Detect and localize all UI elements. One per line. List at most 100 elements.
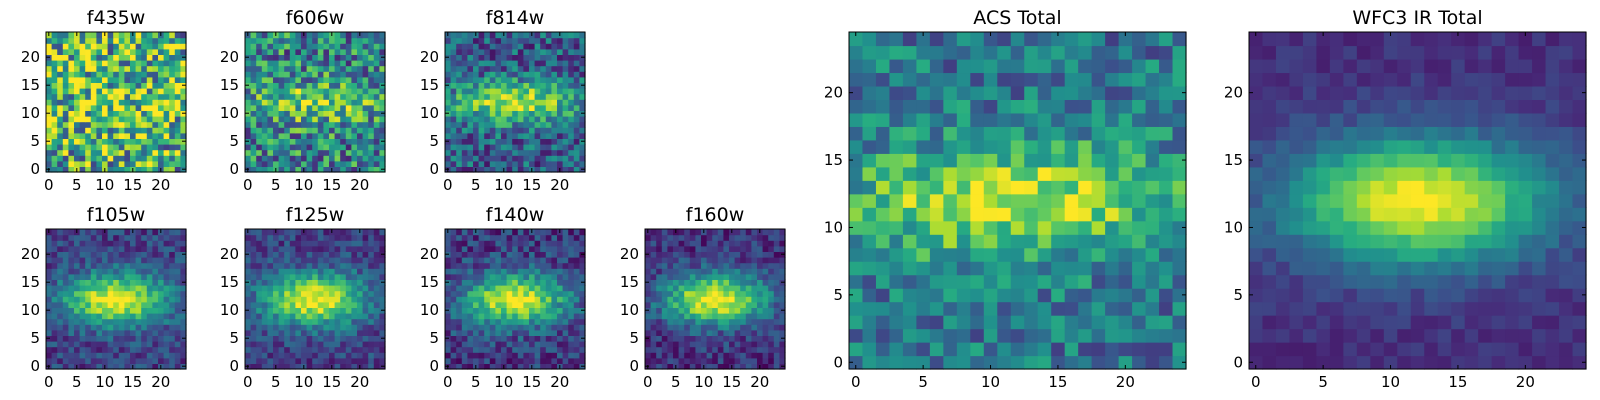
heatmap-cell [146,166,153,173]
heatmap-cell [135,71,142,78]
heatmap-cell [362,71,369,78]
heatmap-cell [729,240,736,247]
heatmap-cell [661,290,668,297]
heatmap-cell [323,268,330,275]
heatmap-cell [1024,328,1039,343]
heatmap-cell [68,335,75,342]
heatmap-cell [174,285,181,292]
heatmap-cell [301,329,308,336]
heatmap-cell [495,262,502,269]
heatmap-cell [267,149,274,156]
heatmap-cell [124,116,131,123]
heatmap-cell [512,99,519,106]
heatmap-cell [96,88,103,95]
heatmap-cell [956,315,971,330]
heatmap-cell [85,257,92,264]
heatmap-cell [517,307,524,314]
heatmap-cell [773,357,780,364]
heatmap-cell [85,357,92,364]
heatmap-cell [501,127,508,134]
heatmap-cell [983,166,998,181]
heatmap-cell [1118,180,1133,195]
heatmap-cell [51,155,58,162]
heatmap-cell [545,341,552,348]
heatmap-cell [180,245,187,252]
heatmap-cell [85,82,92,89]
heatmap-cell [751,251,758,258]
heatmap-cell [501,335,508,342]
heatmap-cell [1037,180,1052,195]
heatmap-cell [562,363,569,370]
heatmap-cell [717,341,724,348]
heatmap-cell [357,240,364,247]
heatmap-cell [90,104,97,111]
heatmap-cell [102,301,109,308]
heatmap-cell [740,262,747,269]
heatmap-cell [267,99,274,106]
heatmap-cell [379,318,386,325]
heatmap-cell [51,329,58,336]
heatmap-cell [113,138,120,145]
heatmap-cell [489,318,496,325]
heatmap-cell [158,110,165,117]
heatmap-cell [107,324,114,331]
heatmap-cell [180,296,187,303]
heatmap-cell [1037,301,1052,316]
heatmap-cell [96,65,103,72]
heatmap-cell [368,121,375,128]
heatmap-cell [289,132,296,139]
heatmap-cell [1172,328,1187,343]
heatmap-cell [90,296,97,303]
heatmap-cell [130,144,137,151]
heatmap-cell [545,138,552,145]
heatmap-cell [512,363,519,370]
heatmap-cell [751,335,758,342]
heatmap-cell [118,234,125,241]
heatmap-cell [473,285,480,292]
heatmap-cell [517,144,524,151]
heatmap-cell [506,48,513,55]
heatmap-cell [146,268,153,275]
heatmap-cell [334,71,341,78]
heatmap-cell [456,54,463,61]
heatmap-cell [113,324,120,331]
heatmap-cell [79,313,86,320]
heatmap-cell [495,82,502,89]
heatmap-cell [478,54,485,61]
heatmap-cell [495,155,502,162]
heatmap-cell [62,160,69,167]
heatmap-cell [79,290,86,297]
heatmap-cell [562,352,569,359]
heatmap-cell [745,285,752,292]
heatmap-cell [557,313,564,320]
heatmap-cell [1037,261,1052,276]
heatmap-cell [551,144,558,151]
heatmap-cell [495,307,502,314]
heatmap-cell [158,71,165,78]
heatmap-cell [85,121,92,128]
heatmap-cell [562,88,569,95]
heatmap-cell [68,144,75,151]
heatmap-cell [345,160,352,167]
heatmap-cell [734,262,741,269]
heatmap-cell [46,71,53,78]
heatmap-cell [96,296,103,303]
heatmap-cell [473,88,480,95]
heatmap-cell [495,346,502,353]
heatmap-cell [1010,166,1025,181]
heatmap-cell [557,285,564,292]
heatmap-cell [256,257,263,264]
heatmap-cell [74,313,81,320]
heatmap-cell [96,99,103,106]
heatmap-cell [689,352,696,359]
panel-title: f606w [286,7,345,29]
heatmap-cell [158,346,165,353]
heatmap-cell [562,104,569,111]
heatmap-cell [174,279,181,286]
heatmap-cell [562,335,569,342]
heatmap-cell [46,262,53,269]
heatmap-cell [557,127,564,134]
heatmap-cell [506,104,513,111]
heatmap-cell [345,363,352,370]
